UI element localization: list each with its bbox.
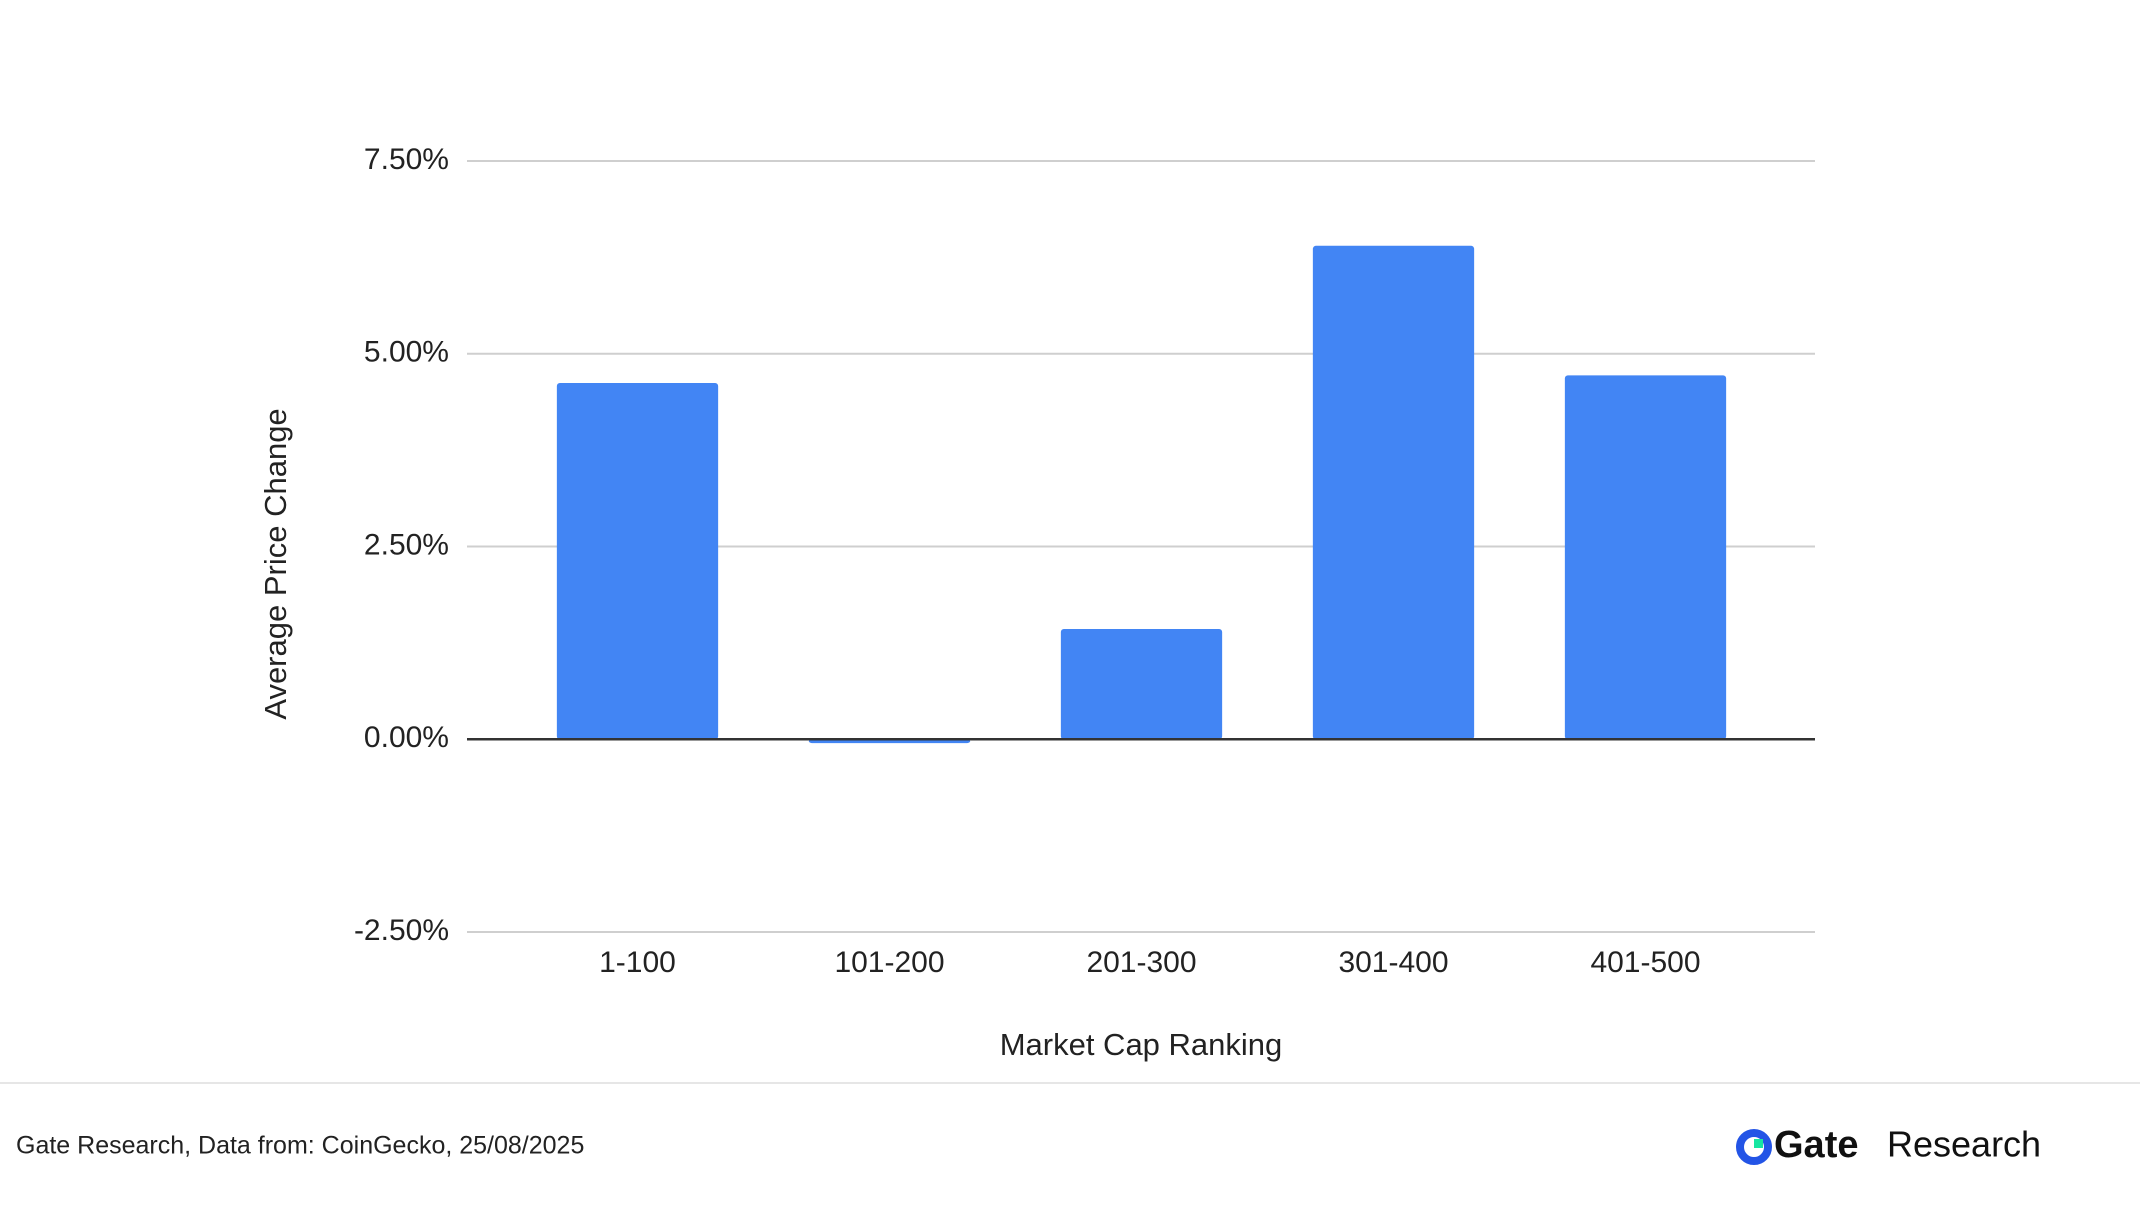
bar bbox=[556, 383, 719, 740]
brand-suffix: Research bbox=[1887, 1124, 2041, 1165]
x-tick-label: 201-300 bbox=[1086, 946, 1196, 979]
x-axis-title: Market Cap Ranking bbox=[1000, 1027, 1283, 1062]
x-tick-label: 101-200 bbox=[834, 946, 944, 979]
footer-source: Gate Research, Data from: CoinGecko, 25/… bbox=[16, 1132, 584, 1160]
logo-ring bbox=[1736, 1129, 1772, 1165]
bar bbox=[1564, 375, 1727, 740]
bar bbox=[1312, 245, 1475, 740]
logo-square bbox=[1754, 1139, 1763, 1148]
y-tick-label: -2.50% bbox=[354, 914, 449, 947]
x-tick-label: 301-400 bbox=[1338, 946, 1448, 979]
y-tick-label: 7.50% bbox=[364, 143, 449, 176]
bar bbox=[1060, 628, 1223, 740]
y-axis-title: Average Price Change bbox=[258, 408, 293, 719]
x-tick-label: 401-500 bbox=[1590, 946, 1700, 979]
y-tick-label: 0.00% bbox=[364, 721, 449, 754]
brand-name: Gate bbox=[1774, 1124, 1858, 1166]
y-tick-label: 2.50% bbox=[364, 528, 449, 561]
brand-logo: Gate Research bbox=[1736, 1124, 2041, 1166]
x-tick-label: 1-100 bbox=[599, 946, 676, 979]
y-tick-label: 5.00% bbox=[364, 336, 449, 369]
